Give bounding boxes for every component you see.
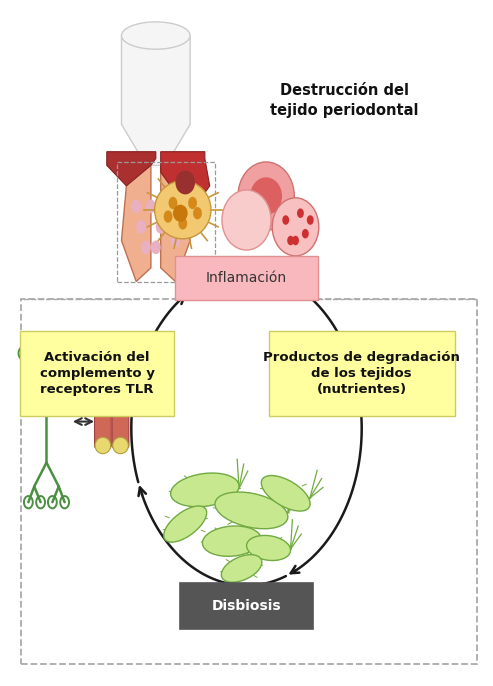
Circle shape bbox=[297, 209, 304, 218]
Ellipse shape bbox=[176, 171, 195, 194]
Bar bbox=[21, 298, 477, 664]
Polygon shape bbox=[107, 152, 156, 186]
Ellipse shape bbox=[221, 555, 262, 582]
FancyBboxPatch shape bbox=[176, 256, 317, 300]
FancyBboxPatch shape bbox=[95, 361, 111, 448]
Circle shape bbox=[307, 215, 314, 225]
Circle shape bbox=[136, 220, 146, 234]
Circle shape bbox=[156, 220, 166, 234]
FancyBboxPatch shape bbox=[180, 583, 313, 629]
Circle shape bbox=[169, 197, 177, 209]
Ellipse shape bbox=[121, 22, 190, 49]
Ellipse shape bbox=[95, 437, 111, 453]
Polygon shape bbox=[161, 152, 210, 200]
Ellipse shape bbox=[222, 190, 271, 250]
Circle shape bbox=[141, 241, 151, 255]
FancyBboxPatch shape bbox=[20, 331, 174, 416]
Ellipse shape bbox=[155, 180, 211, 239]
Polygon shape bbox=[161, 158, 190, 281]
Circle shape bbox=[164, 211, 173, 223]
Text: Inflamación: Inflamación bbox=[206, 271, 287, 285]
Text: Activación del
complemento y
receptores TLR: Activación del complemento y receptores … bbox=[39, 351, 154, 397]
Ellipse shape bbox=[250, 177, 282, 215]
Circle shape bbox=[151, 241, 161, 255]
Circle shape bbox=[166, 206, 176, 220]
Ellipse shape bbox=[215, 492, 288, 529]
Circle shape bbox=[302, 229, 309, 239]
Circle shape bbox=[146, 200, 156, 213]
Ellipse shape bbox=[164, 506, 207, 542]
Polygon shape bbox=[121, 158, 151, 281]
Ellipse shape bbox=[272, 198, 319, 256]
Bar bbox=[116, 162, 214, 281]
Circle shape bbox=[131, 200, 141, 213]
Ellipse shape bbox=[113, 437, 128, 453]
Text: Destrucción del
tejido periodontal: Destrucción del tejido periodontal bbox=[270, 83, 419, 118]
FancyBboxPatch shape bbox=[269, 331, 455, 416]
Circle shape bbox=[292, 236, 299, 246]
Circle shape bbox=[193, 207, 202, 220]
Circle shape bbox=[188, 197, 197, 209]
Ellipse shape bbox=[238, 162, 294, 230]
Circle shape bbox=[171, 234, 180, 248]
Ellipse shape bbox=[173, 204, 188, 222]
Circle shape bbox=[287, 236, 294, 246]
Ellipse shape bbox=[261, 475, 310, 511]
FancyBboxPatch shape bbox=[112, 361, 129, 448]
Text: Productos de degradación
de los tejidos
(nutrientes): Productos de degradación de los tejidos … bbox=[263, 351, 460, 397]
Circle shape bbox=[282, 215, 289, 225]
Circle shape bbox=[178, 217, 187, 230]
Ellipse shape bbox=[246, 536, 290, 560]
Text: Disbiosis: Disbiosis bbox=[211, 599, 282, 613]
Ellipse shape bbox=[171, 473, 239, 507]
Ellipse shape bbox=[203, 526, 261, 556]
Polygon shape bbox=[121, 36, 190, 165]
